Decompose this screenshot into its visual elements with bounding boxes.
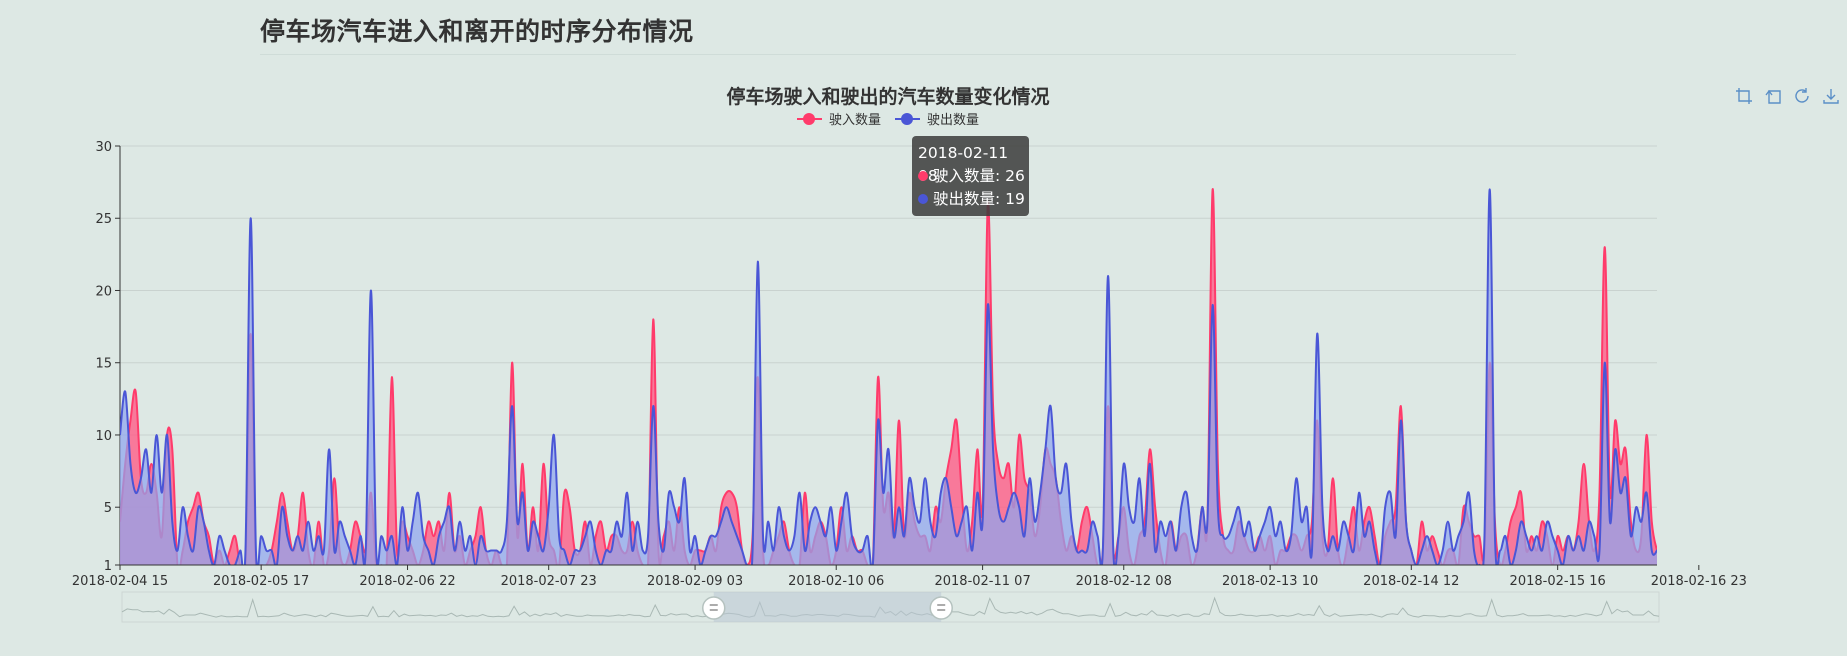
y-tick-label: 15 — [95, 357, 112, 372]
legend-label-out: 驶出数量 — [927, 113, 979, 128]
legend-item-in[interactable]: 驶入数量 — [797, 113, 881, 128]
legend-marker-in — [803, 113, 815, 125]
x-axis: 2018-02-04 15 2018-02-05 17 2018-02-06 22 2… — [72, 564, 1747, 589]
title-divider — [260, 54, 1516, 55]
chart-title: 停车场驶入和驶出的汽车数量变化情况 — [726, 85, 1049, 108]
chart-legend: 驶入数量 驶出数量 — [797, 113, 979, 128]
slider-window[interactable] — [713, 592, 942, 622]
tooltip-row-out: 驶出数量: 19 — [912, 188, 1029, 211]
legend-marker-out — [901, 113, 913, 125]
x-tick-label: 2018-02-05 17 — [213, 574, 309, 589]
series-line-out — [120, 188, 1657, 565]
x-tick-label: 2018-02-13 10 — [1222, 574, 1318, 589]
x-tick-label: 2018-02-15 16 — [1510, 574, 1606, 589]
plot-area — [120, 188, 1657, 565]
x-tick-label: 2018-02-04 15 — [72, 574, 168, 589]
tooltip-label-in: 驶入数量 — [933, 167, 996, 185]
slider-handle-knob — [929, 596, 953, 620]
chart-tooltip: 2018-02-11 08 驶入数量: 26 驶出数量: 19 — [912, 136, 1029, 216]
y-tick-label: 25 — [95, 212, 112, 227]
legend-label-in: 驶入数量 — [829, 113, 881, 128]
restore-icon[interactable] — [1792, 86, 1812, 106]
legend-item-out[interactable]: 驶出数量 — [895, 113, 979, 128]
x-tick-label: 2018-02-07 23 — [501, 574, 597, 589]
series-area-out — [120, 189, 1657, 565]
zoom-icon[interactable] — [1734, 86, 1754, 106]
x-tick-label: 2018-02-06 22 — [359, 574, 455, 589]
x-tick-label: 2018-02-11 07 — [934, 574, 1030, 589]
y-tick-label: 20 — [95, 284, 112, 299]
data-zoom-slider[interactable] — [121, 591, 1660, 623]
y-tick-label: 5 — [104, 501, 112, 516]
slider-handle-start[interactable] — [701, 596, 726, 620]
tooltip-label-out: 驶出数量 — [933, 190, 996, 208]
x-tick-label: 2018-02-09 03 — [647, 574, 743, 589]
y-tick-label: 1 — [104, 559, 112, 574]
tooltip-marker-out — [918, 194, 928, 204]
slider-handle-end[interactable] — [929, 596, 953, 620]
y-tick-label: 30 — [95, 140, 112, 155]
x-tick-label: 2018-02-10 06 — [788, 574, 884, 589]
save-image-icon[interactable] — [1821, 86, 1841, 106]
zoom-reset-icon[interactable] — [1763, 86, 1783, 106]
slider-handle-knob — [701, 596, 726, 620]
x-tick-label: 2018-02-14 12 — [1363, 574, 1459, 589]
page-title: 停车场汽车进入和离开的时序分布情况 — [260, 17, 694, 46]
tooltip-title: 2018-02-11 08 — [918, 144, 1009, 185]
x-tick-label: 2018-02-12 08 — [1076, 574, 1172, 589]
tooltip-value-out: 19 — [1005, 190, 1025, 208]
tooltip-value-in: 26 — [1005, 167, 1025, 185]
tooltip-marker-in — [918, 171, 928, 181]
toolbox — [1734, 86, 1841, 106]
tooltip-row-in: 驶入数量: 26 — [912, 165, 1029, 188]
x-tick-label: 2018-02-16 23 — [1651, 574, 1747, 589]
y-tick-label: 10 — [95, 429, 112, 444]
